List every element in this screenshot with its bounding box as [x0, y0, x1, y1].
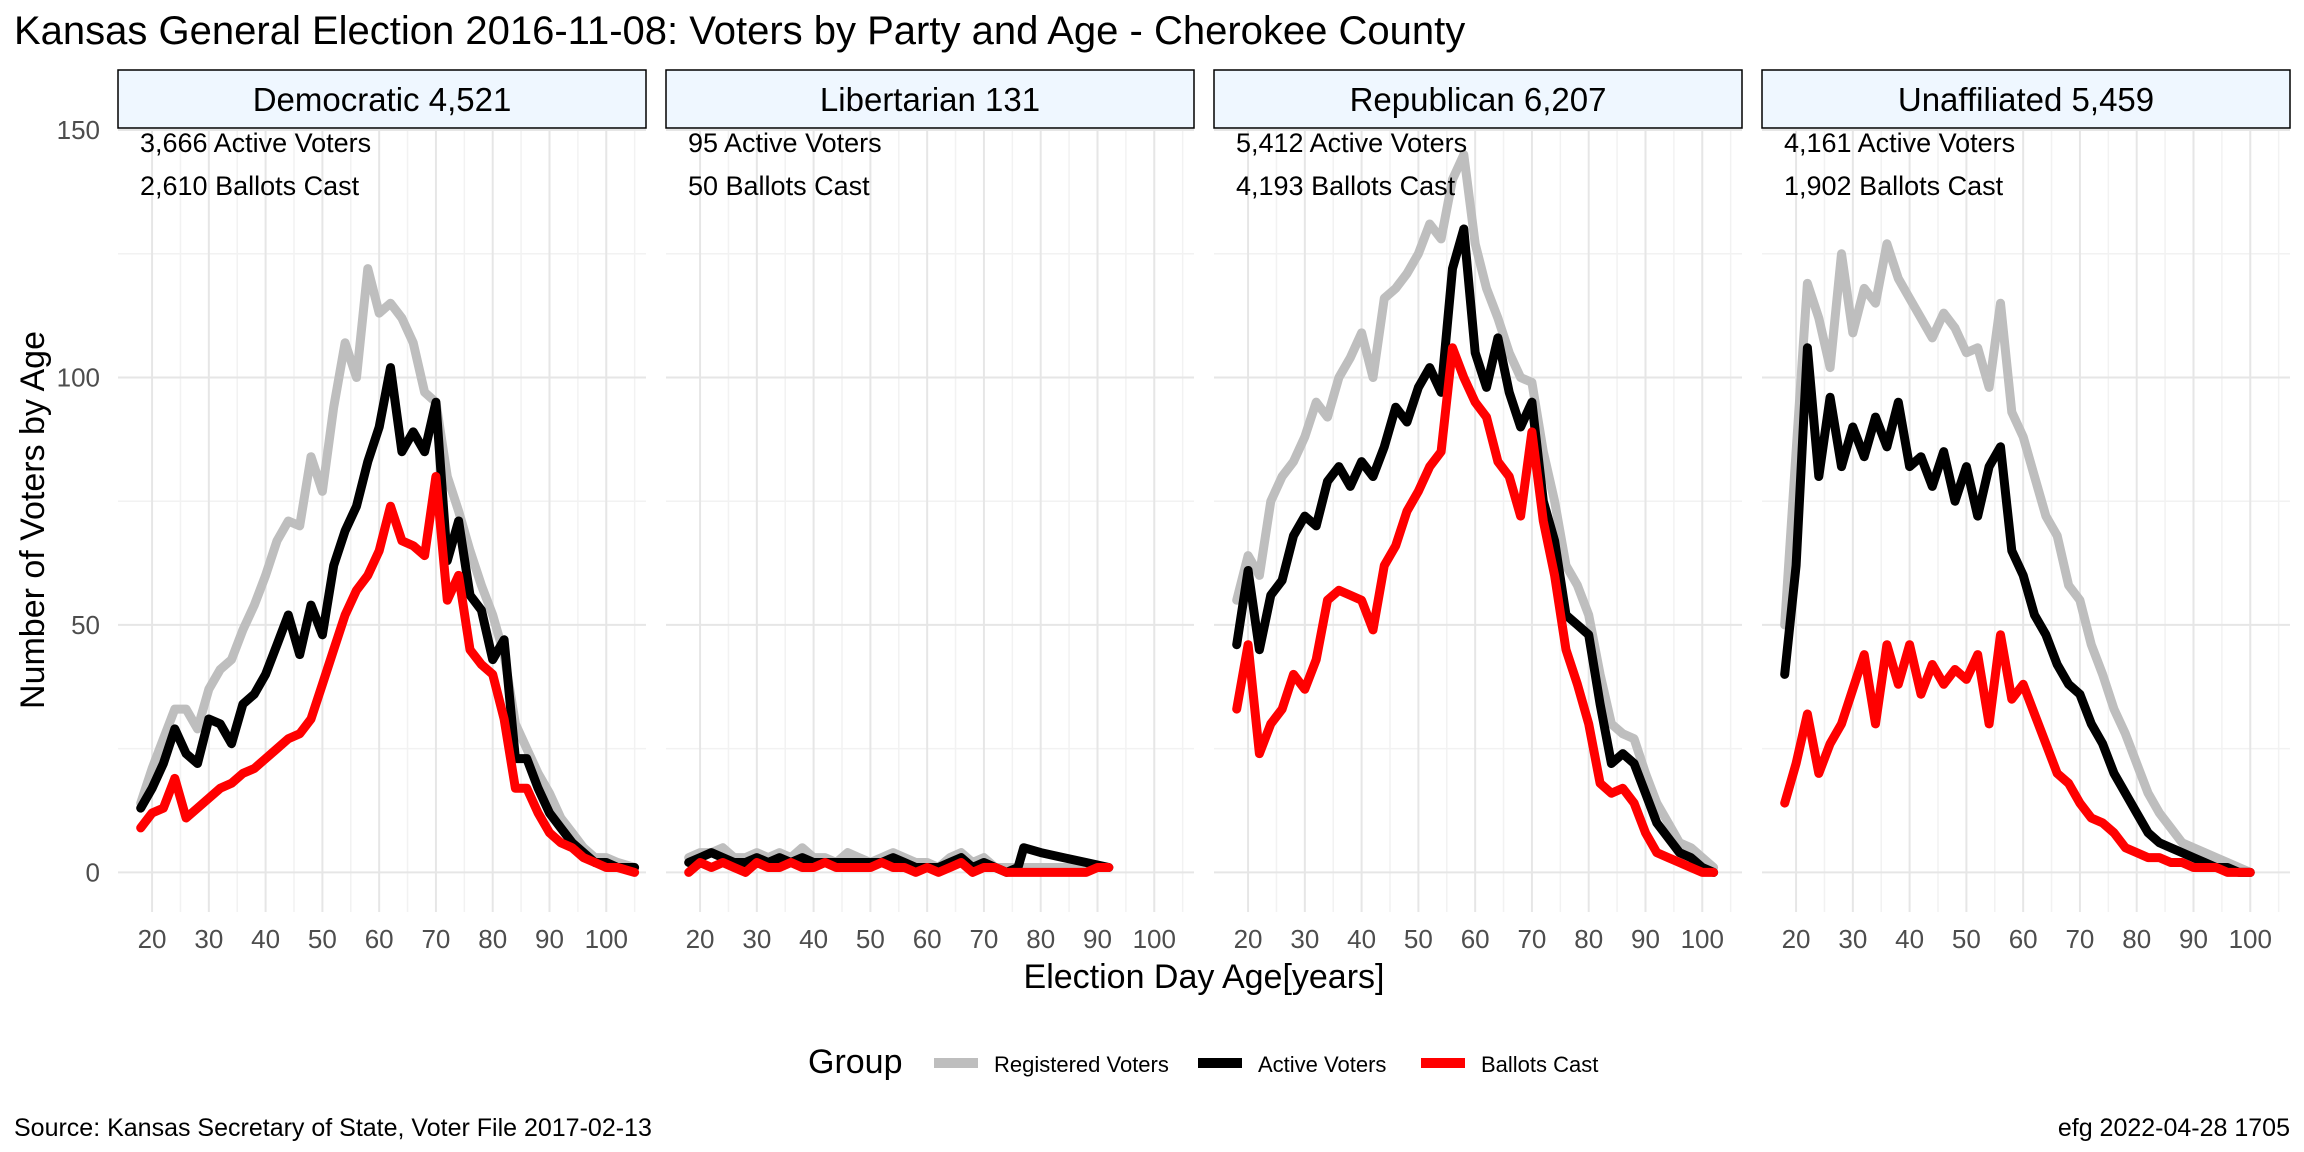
x-tick-label: 70 — [2065, 924, 2094, 954]
facet-strip — [1761, 69, 2291, 129]
y-tick-label: 150 — [57, 115, 100, 145]
x-tick-label: 100 — [1681, 924, 1724, 954]
x-tick-label: 40 — [1347, 924, 1376, 954]
x-tick-label: 20 — [138, 924, 167, 954]
x-tick-label: 100 — [2229, 924, 2272, 954]
x-tick-label: 80 — [1574, 924, 1603, 954]
x-tick-label: 70 — [969, 924, 998, 954]
series-line — [684, 858, 1114, 877]
x-tick-label: 50 — [1404, 924, 1433, 954]
series-line — [1780, 630, 2255, 877]
x-tick-label: 100 — [1133, 924, 1176, 954]
series-line — [684, 843, 1114, 872]
series-line — [1232, 150, 1719, 872]
series-line — [1780, 239, 2255, 877]
x-tick-label: 70 — [1517, 924, 1546, 954]
x-tick-label: 50 — [856, 924, 885, 954]
x-tick-label: 60 — [2009, 924, 2038, 954]
series-line — [136, 264, 640, 872]
annotation-active-voters: 4,161 Active Voters — [1784, 128, 2015, 158]
annotation-ballots-cast: 1,902 Ballots Cast — [1784, 171, 2004, 201]
y-tick-label: 50 — [71, 610, 100, 640]
facet-strip-label: Democratic 4,521 — [253, 81, 512, 118]
x-tick-label: 20 — [1782, 924, 1811, 954]
y-axis-label: Number of Voters by Age — [14, 331, 52, 709]
x-tick-label: 50 — [308, 924, 337, 954]
x-tick-label: 50 — [1952, 924, 1981, 954]
facet-panel: Unaffiliated 5,459 4,161 Active Voters 1,9… — [1761, 69, 2291, 954]
facet-strip-label: Libertarian 131 — [820, 81, 1040, 118]
facet-panel: Republican 6,207 5,412 Active Voters 4,193… — [1213, 69, 1743, 954]
annotation-active-voters: 3,666 Active Voters — [140, 128, 371, 158]
y-tick-label: 0 — [86, 857, 100, 887]
x-tick-label: 90 — [1083, 924, 1112, 954]
x-tick-label: 20 — [1234, 924, 1263, 954]
facet-strip — [117, 69, 647, 129]
facet-panel: Libertarian 131 95 Active Voters 50 Ballot… — [665, 69, 1195, 954]
source-note: Source: Kansas Secretary of State, Voter… — [14, 1114, 652, 1142]
series-line — [1232, 343, 1719, 877]
panels: Democratic 4,521 3,666 Active Voters 2,610… — [57, 69, 2291, 954]
x-tick-label: 30 — [742, 924, 771, 954]
facet-panel: Democratic 4,521 3,666 Active Voters 2,610… — [57, 69, 647, 954]
x-tick-label: 40 — [251, 924, 280, 954]
facet-strip — [1213, 69, 1743, 129]
x-tick-label: 90 — [2179, 924, 2208, 954]
x-tick-label: 30 — [1290, 924, 1319, 954]
legend-label: Active Voters — [1258, 1052, 1386, 1077]
x-tick-label: 80 — [2122, 924, 2151, 954]
legend: Group Registered Voters Active Voters Ball… — [808, 1043, 1598, 1081]
x-tick-label: 60 — [365, 924, 394, 954]
x-tick-label: 90 — [1631, 924, 1660, 954]
x-tick-label: 60 — [913, 924, 942, 954]
x-tick-label: 40 — [799, 924, 828, 954]
series-line — [136, 472, 640, 877]
facet-strip-label: Unaffiliated 5,459 — [1898, 81, 2154, 118]
annotation-ballots-cast: 50 Ballots Cast — [688, 171, 870, 201]
chart-title: Kansas General Election 2016-11-08: Vote… — [14, 9, 1465, 53]
x-tick-label: 30 — [1838, 924, 1867, 954]
x-tick-label: 80 — [1026, 924, 1055, 954]
series-line — [1232, 224, 1719, 877]
facet-strip — [665, 69, 1195, 129]
annotation-active-voters: 95 Active Voters — [688, 128, 882, 158]
series-line — [1780, 343, 2255, 877]
x-tick-label: 100 — [585, 924, 628, 954]
annotation-ballots-cast: 4,193 Ballots Cast — [1236, 171, 1456, 201]
x-tick-label: 20 — [686, 924, 715, 954]
x-tick-label: 70 — [421, 924, 450, 954]
x-tick-label: 60 — [1461, 924, 1490, 954]
legend-label: Registered Voters — [994, 1052, 1169, 1077]
y-tick-label: 100 — [57, 362, 100, 392]
annotation-ballots-cast: 2,610 Ballots Cast — [140, 171, 360, 201]
x-axis-label: Election Day Age[years] — [1024, 958, 1385, 996]
legend-label: Ballots Cast — [1481, 1052, 1598, 1077]
x-tick-label: 40 — [1895, 924, 1924, 954]
x-tick-label: 80 — [478, 924, 507, 954]
legend-title: Group — [808, 1043, 903, 1081]
x-tick-label: 90 — [535, 924, 564, 954]
credit-note: efg 2022-04-28 1705 — [2058, 1114, 2290, 1142]
annotation-active-voters: 5,412 Active Voters — [1236, 128, 1467, 158]
series-line — [136, 363, 640, 872]
x-tick-label: 30 — [194, 924, 223, 954]
facet-strip-label: Republican 6,207 — [1350, 81, 1607, 118]
